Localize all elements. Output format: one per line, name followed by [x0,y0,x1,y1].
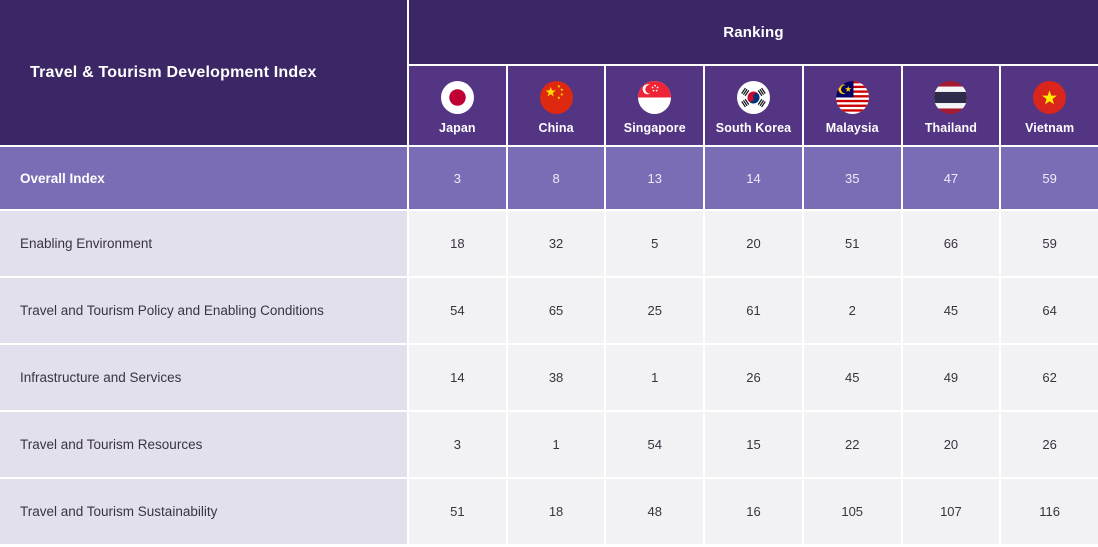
rank-value-enabling-environment-china: 32 [507,211,605,276]
row-label-overall-index: Overall Index [0,147,407,209]
table-title-cell: Travel & Tourism Development Index [0,0,407,145]
row-label-travel-and-tourism-resources: Travel and Tourism Resources [0,412,407,477]
country-header-malaysia: Malaysia [803,66,901,145]
japan-flag-icon [440,80,474,114]
rank-value-travel-and-tourism-sustainability-japan: 51 [409,479,506,544]
rank-value-travel-and-tourism-policy-and-enabling-conditions-singapore: 25 [606,278,704,343]
rank-value-travel-and-tourism-policy-and-enabling-conditions-malaysia: 2 [803,278,901,343]
rank-value-infrastructure-and-services-thailand: 49 [902,345,1000,410]
rank-value-enabling-environment-vietnam: 59 [1001,211,1098,276]
rank-value-overall-index-japan: 3 [409,147,506,209]
country-header-thailand: Thailand [902,66,1000,145]
rank-value-enabling-environment-singapore: 5 [606,211,704,276]
rank-value-travel-and-tourism-resources-south-korea: 15 [705,412,802,477]
country-header-china: China [507,66,605,145]
row-label-text: Overall Index [20,170,105,186]
rank-value-overall-index-thailand: 47 [902,147,1000,209]
rank-value-infrastructure-and-services-japan: 14 [409,345,506,410]
rank-value-overall-index-south-korea: 14 [705,147,802,209]
rank-value-overall-index-china: 8 [507,147,605,209]
row-label-travel-and-tourism-sustainability: Travel and Tourism Sustainability [0,479,407,544]
row-label-infrastructure-and-services: Infrastructure and Services [0,345,407,410]
rank-value-enabling-environment-japan: 18 [409,211,506,276]
rank-value-travel-and-tourism-resources-china: 1 [507,412,605,477]
malaysia-flag-icon [835,80,869,114]
rank-value-enabling-environment-thailand: 66 [902,211,1000,276]
rank-value-travel-and-tourism-policy-and-enabling-conditions-south-korea: 61 [705,278,802,343]
rank-value-travel-and-tourism-policy-and-enabling-conditions-vietnam: 64 [1001,278,1098,343]
rank-value-travel-and-tourism-policy-and-enabling-conditions-china: 65 [507,278,605,343]
ranking-group-header-label: Ranking [723,23,784,41]
country-header-japan: Japan [409,66,506,145]
rank-value-infrastructure-and-services-south-korea: 26 [705,345,802,410]
rank-value-infrastructure-and-services-vietnam: 62 [1001,345,1098,410]
rank-value-travel-and-tourism-policy-and-enabling-conditions-japan: 54 [409,278,506,343]
table-title: Travel & Tourism Development Index [30,63,317,81]
rank-value-travel-and-tourism-resources-singapore: 54 [606,412,704,477]
country-header-singapore: Singapore [606,66,704,145]
vietnam-flag-icon [1033,80,1067,114]
rank-value-overall-index-vietnam: 59 [1001,147,1098,209]
rank-value-overall-index-singapore: 13 [606,147,704,209]
country-label: South Korea [715,120,792,135]
rank-value-infrastructure-and-services-malaysia: 45 [803,345,901,410]
row-label-text: Travel and Tourism Resources [20,437,203,452]
rank-value-enabling-environment-malaysia: 51 [803,211,901,276]
rank-value-travel-and-tourism-sustainability-singapore: 48 [606,479,704,544]
ranking-group-header: Ranking [409,0,1098,64]
country-label: Malaysia [825,120,879,135]
rank-value-travel-and-tourism-sustainability-vietnam: 116 [1001,479,1098,544]
country-header-south-korea: South Korea [705,66,802,145]
rank-value-enabling-environment-south-korea: 20 [705,211,802,276]
country-label: Singapore [623,120,686,135]
rank-value-infrastructure-and-services-singapore: 1 [606,345,704,410]
rank-value-travel-and-tourism-sustainability-south-korea: 16 [705,479,802,544]
rank-value-travel-and-tourism-sustainability-malaysia: 105 [803,479,901,544]
country-label: Vietnam [1025,120,1075,135]
rank-value-overall-index-malaysia: 35 [803,147,901,209]
row-label-enabling-environment: Enabling Environment [0,211,407,276]
row-label-text: Infrastructure and Services [20,370,182,385]
rank-value-travel-and-tourism-resources-vietnam: 26 [1001,412,1098,477]
rank-value-travel-and-tourism-resources-thailand: 20 [902,412,1000,477]
singapore-flag-icon [638,80,672,114]
thailand-flag-icon [934,80,968,114]
row-label-text: Travel and Tourism Policy and Enabling C… [20,303,324,318]
row-label-text: Travel and Tourism Sustainability [20,504,218,519]
rank-value-travel-and-tourism-sustainability-china: 18 [507,479,605,544]
row-label-travel-and-tourism-policy-and-enabling-conditions: Travel and Tourism Policy and Enabling C… [0,278,407,343]
rank-value-infrastructure-and-services-china: 38 [507,345,605,410]
rank-value-travel-and-tourism-sustainability-thailand: 107 [902,479,1000,544]
country-label: Thailand [924,120,978,135]
country-label: Japan [439,120,476,135]
country-label: China [538,120,574,135]
rank-value-travel-and-tourism-resources-malaysia: 22 [803,412,901,477]
country-header-vietnam: Vietnam [1001,66,1098,145]
row-label-text: Enabling Environment [20,236,153,251]
south-korea-flag-icon [736,80,770,114]
rank-value-travel-and-tourism-policy-and-enabling-conditions-thailand: 45 [902,278,1000,343]
china-flag-icon [539,80,573,114]
rank-value-travel-and-tourism-resources-japan: 3 [409,412,506,477]
